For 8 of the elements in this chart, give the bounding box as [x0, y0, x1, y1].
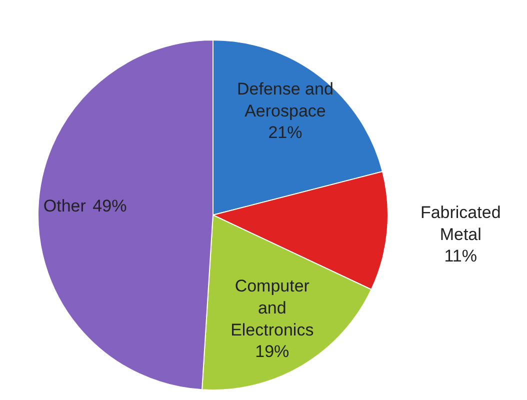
slice-label: Other [43, 196, 86, 216]
slice-label: Defense and Aerospace [237, 78, 334, 120]
data-label: 19% [255, 342, 290, 361]
slice-label: Computer and Electronics [230, 276, 314, 339]
data-label: 11% [444, 246, 478, 266]
data-label: 49% [92, 196, 127, 216]
slice-label: Fabricated Metal [420, 202, 501, 244]
data-label: 21% [268, 122, 302, 142]
